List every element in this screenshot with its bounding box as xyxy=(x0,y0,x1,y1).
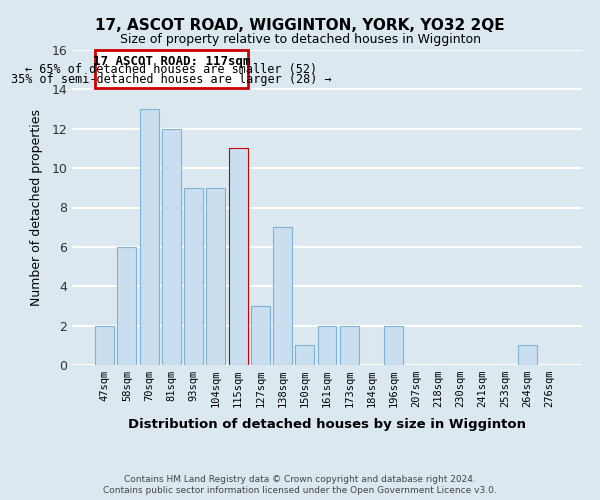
Bar xyxy=(518,346,536,365)
Text: Size of property relative to detached houses in Wigginton: Size of property relative to detached ho… xyxy=(119,32,481,46)
Bar xyxy=(162,128,181,365)
X-axis label: Distribution of detached houses by size in Wigginton: Distribution of detached houses by size … xyxy=(128,418,526,432)
Text: 17, ASCOT ROAD, WIGGINTON, YORK, YO32 2QE: 17, ASCOT ROAD, WIGGINTON, YORK, YO32 2Q… xyxy=(95,18,505,32)
Bar xyxy=(340,326,359,365)
Bar xyxy=(295,346,314,365)
Bar xyxy=(184,188,203,365)
Bar xyxy=(384,326,403,365)
Text: 35% of semi-detached houses are larger (28) →: 35% of semi-detached houses are larger (… xyxy=(11,72,332,86)
Bar xyxy=(118,247,136,365)
Text: 17 ASCOT ROAD: 117sqm: 17 ASCOT ROAD: 117sqm xyxy=(92,55,250,68)
Bar xyxy=(273,227,292,365)
Bar xyxy=(251,306,270,365)
Bar xyxy=(140,109,158,365)
Bar xyxy=(206,188,225,365)
Text: Contains public sector information licensed under the Open Government Licence v3: Contains public sector information licen… xyxy=(103,486,497,495)
Text: Contains HM Land Registry data © Crown copyright and database right 2024.: Contains HM Land Registry data © Crown c… xyxy=(124,475,476,484)
Bar xyxy=(317,326,337,365)
Polygon shape xyxy=(95,50,248,88)
Text: ← 65% of detached houses are smaller (52): ← 65% of detached houses are smaller (52… xyxy=(25,63,317,76)
Y-axis label: Number of detached properties: Number of detached properties xyxy=(30,109,43,306)
Bar xyxy=(229,148,248,365)
Bar xyxy=(95,326,114,365)
